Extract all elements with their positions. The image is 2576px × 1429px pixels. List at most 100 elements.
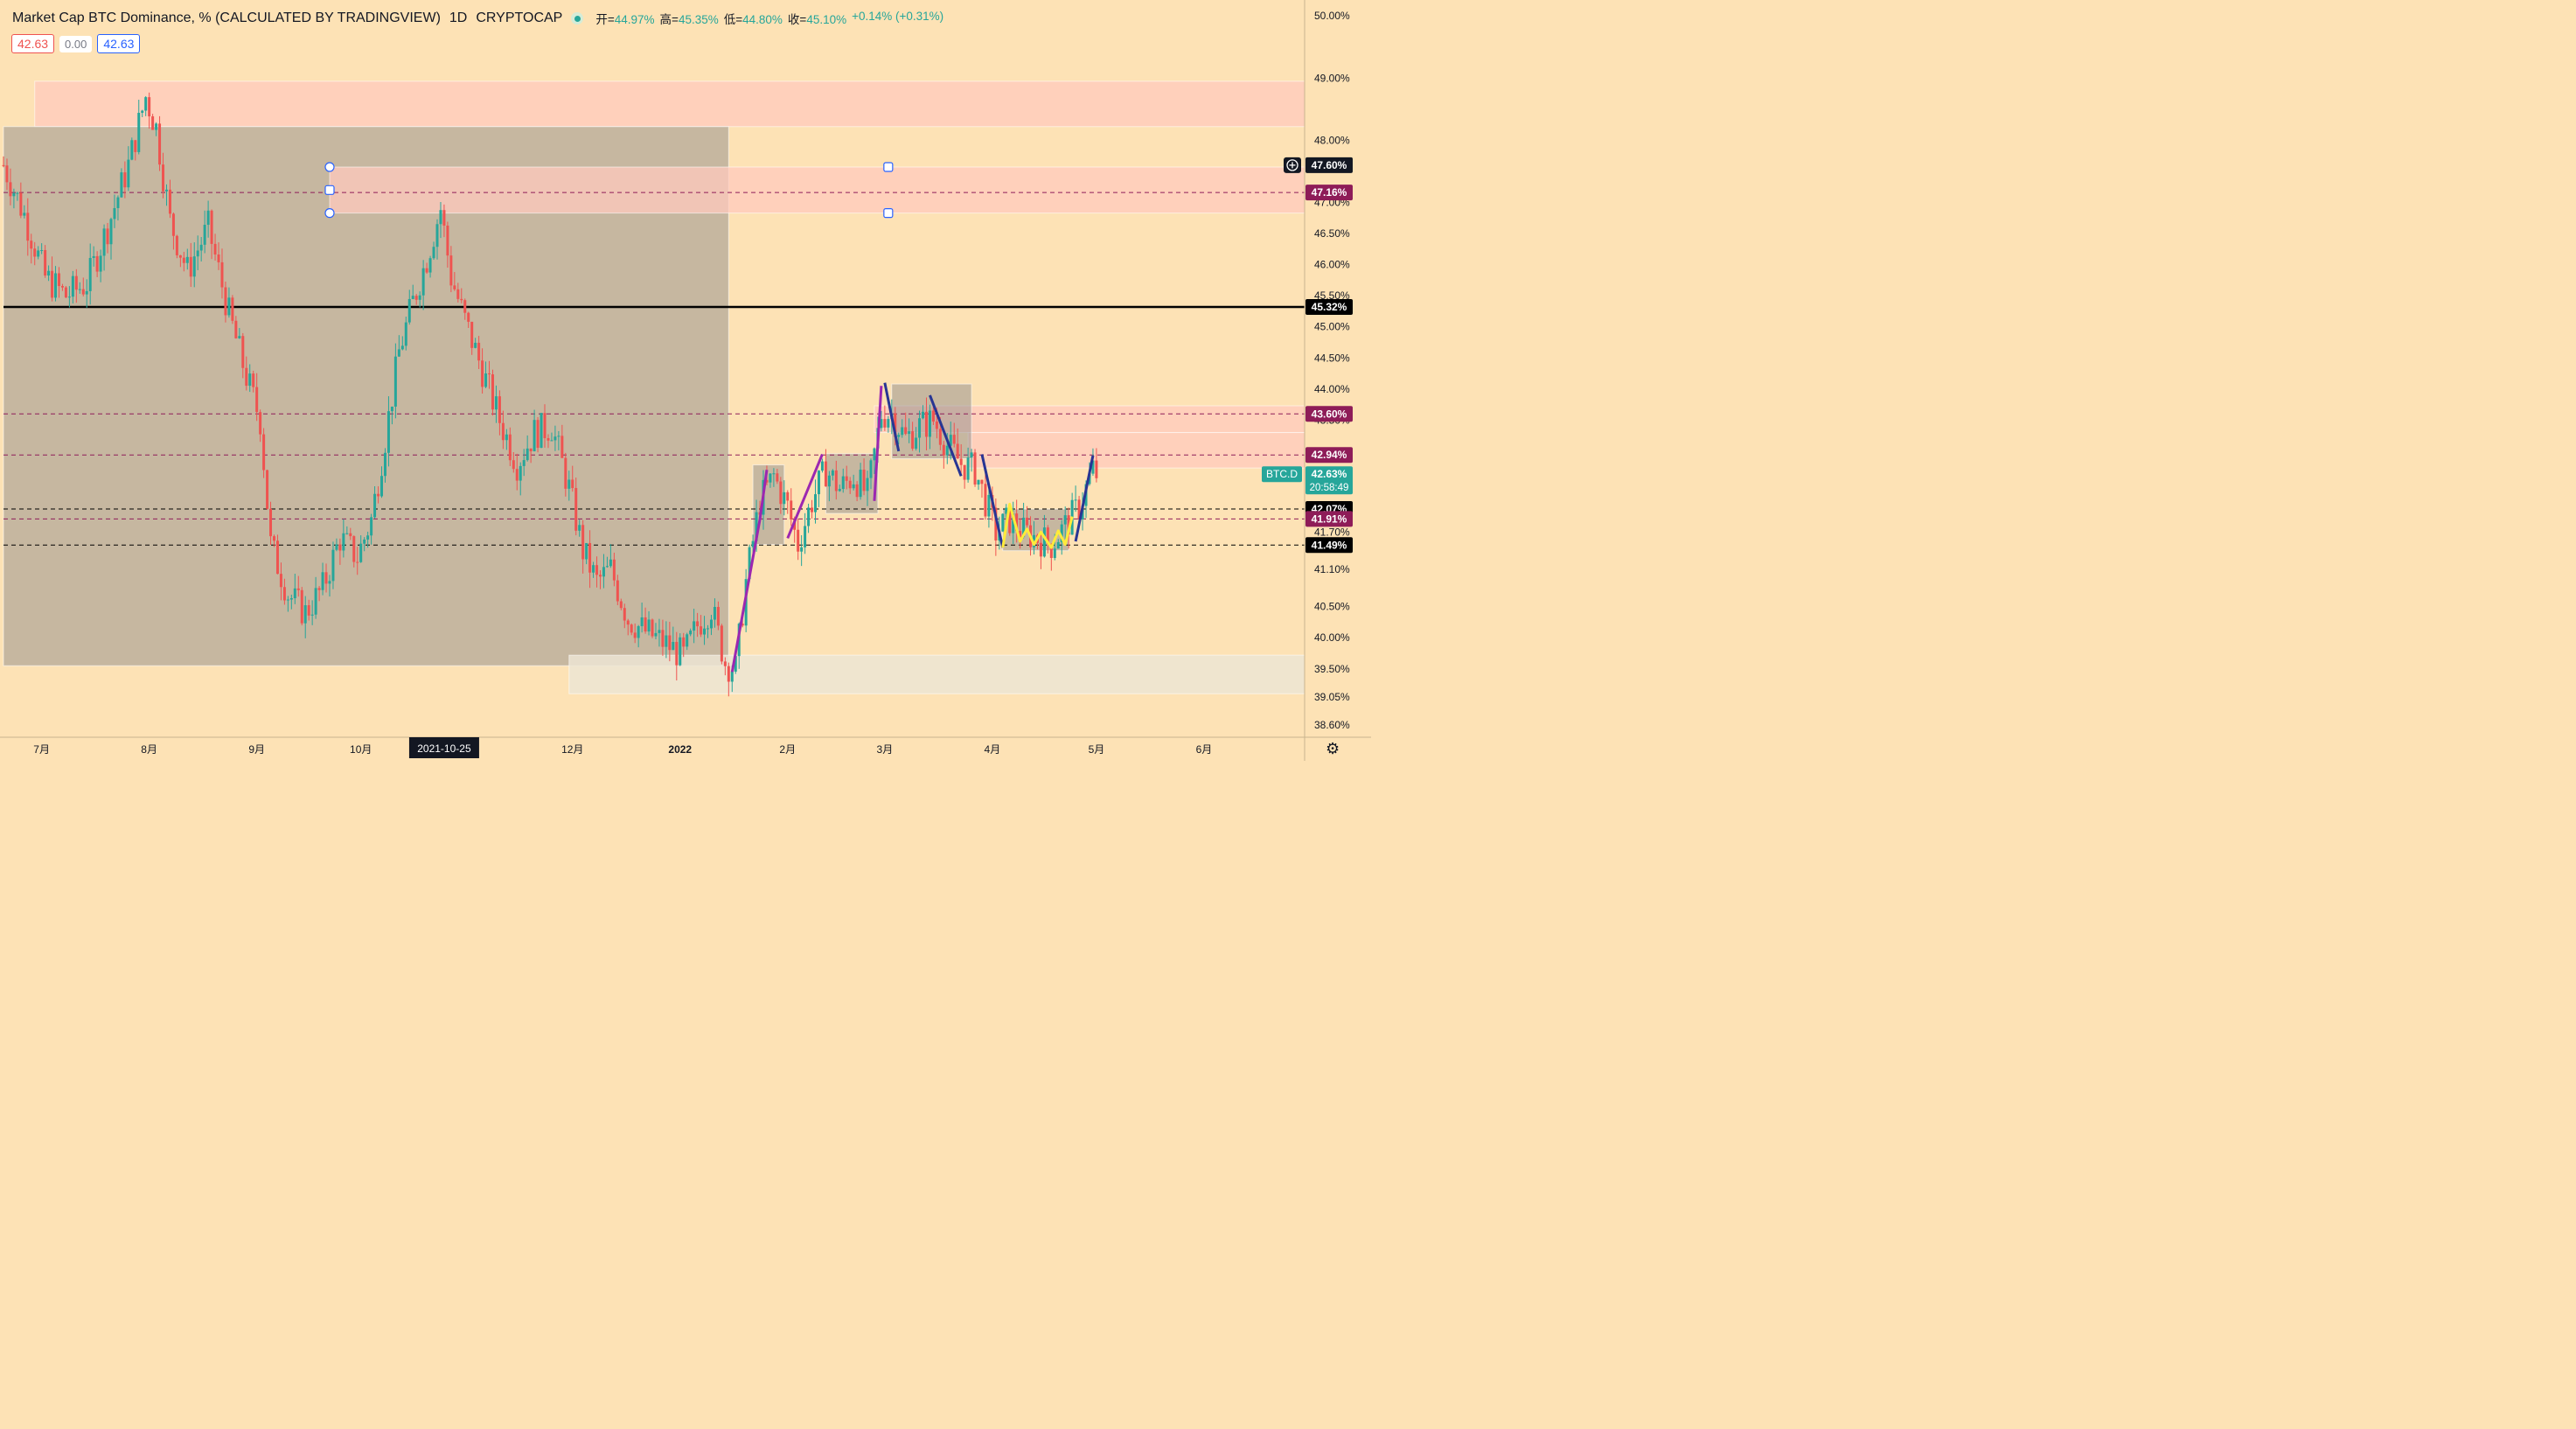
candle-body-2021-07-08 — [64, 287, 67, 298]
candle-body-2022-02-13 — [827, 475, 831, 487]
candle-body-2022-04-22 — [1063, 515, 1067, 525]
drawn-paths-layer — [730, 382, 1095, 673]
candle-body-2022-01-06 — [696, 621, 700, 627]
candle-body-2022-03-15 — [931, 410, 935, 422]
candle-body-2021-07-06 — [57, 273, 60, 287]
candle-body-2021-06-27 — [26, 213, 30, 241]
chart-stage[interactable]: 50.00% 49.00% 48.00% 47.00% 46.50% 46.00% 45.5… — [0, 0, 1371, 761]
candle-body-2021-11-29 — [564, 457, 567, 489]
candle-body-2021-10-09 — [386, 411, 390, 453]
candle-body-2022-03-07 — [904, 427, 908, 435]
candle-body-2021-08-08 — [171, 213, 175, 236]
candle-body-2022-02-28 — [880, 419, 883, 429]
candle-body-2022-03-08 — [908, 431, 911, 435]
candle-body-2022-02-04 — [797, 529, 800, 552]
candle-body-2021-09-25 — [338, 544, 342, 551]
candle-body-2022-03-28 — [977, 479, 980, 485]
candle-body-2021-10-06 — [377, 493, 380, 497]
price-label-43.6: 43.60% — [1312, 408, 1347, 420]
candle-body-2021-07-05 — [54, 273, 58, 298]
candle-body-2021-09-09 — [282, 587, 286, 601]
candle-body-2022-01-12 — [716, 606, 720, 626]
candle-body-2022-05-01 — [1095, 460, 1098, 478]
price-tick-45.00%: 45.00% — [1314, 321, 1350, 333]
candle-body-2021-08-10 — [178, 254, 182, 258]
zone-brown-8 — [891, 383, 972, 459]
candle-body-2022-03-16 — [935, 421, 938, 429]
candle-body-2021-11-28 — [560, 436, 564, 458]
symbol-title[interactable]: Market Cap BTC Dominance, % (CALCULATED … — [12, 10, 441, 25]
price-chart[interactable]: 50.00%49.00%48.00%47.00%46.50%46.00%45.5… — [0, 0, 1371, 761]
candle-body-2022-04-02 — [994, 507, 998, 541]
candle-body-2022-02-12 — [824, 461, 827, 487]
candle-body-2021-08-31 — [252, 373, 255, 387]
candle-body-2022-02-21 — [855, 484, 859, 498]
candle-body-2021-12-21 — [640, 617, 644, 627]
candle-body-2021-11-22 — [540, 413, 543, 449]
candle-body-2021-09-26 — [342, 533, 345, 551]
candle-body-2021-08-30 — [248, 373, 252, 387]
candle-body-2021-08-09 — [175, 235, 178, 255]
candle-body-2022-04-26 — [1077, 499, 1081, 519]
candle-body-2022-02-01 — [786, 491, 790, 501]
crosshair-date-label: 2021-10-25 — [417, 742, 471, 755]
candle-body-2022-02-23 — [862, 470, 866, 491]
candle-body-2022-03-24 — [963, 464, 966, 480]
candle-body-2022-04-21 — [1060, 524, 1063, 542]
price-label-box-47.16 — [1305, 185, 1353, 201]
price-label-47.6: 47.60% — [1312, 159, 1347, 171]
candle-body-2021-07-30 — [141, 110, 144, 114]
candle-body-2021-09-20 — [321, 572, 324, 590]
candle-body-2021-07-26 — [127, 159, 130, 188]
candle-body-2021-10-14 — [404, 322, 407, 346]
candle-body-2021-07-09 — [67, 296, 71, 298]
candle-body-2022-03-17 — [938, 429, 942, 445]
candle-body-2022-02-16 — [838, 489, 841, 491]
exchange-label: CRYPTOCAP — [476, 10, 563, 25]
candle-body-2021-09-13 — [296, 588, 300, 590]
anchor-handles-layer[interactable] — [324, 162, 894, 219]
candle-body-2021-08-14 — [192, 256, 196, 277]
candle-body-2021-08-27 — [238, 336, 241, 338]
candle-body-2022-01-10 — [709, 619, 713, 629]
candle-body-2021-10-10 — [390, 406, 393, 412]
candle-body-2021-09-08 — [279, 574, 282, 588]
candle-body-2022-02-20 — [852, 484, 855, 489]
candle-body-2021-08-23 — [224, 287, 227, 316]
candle-body-2021-11-15 — [515, 469, 519, 481]
candle-body-2022-03-30 — [984, 484, 987, 517]
candle-body-2022-03-22 — [956, 443, 959, 459]
anchor-handle-0 — [324, 162, 335, 172]
candle-body-2022-01-11 — [713, 606, 716, 620]
candle-body-2021-10-25 — [442, 210, 446, 226]
interval-label[interactable]: 1D — [449, 10, 468, 25]
candle-body-2022-02-09 — [814, 494, 818, 512]
candle-body-2021-09-17 — [310, 614, 314, 616]
candle-body-2022-04-19 — [1053, 548, 1056, 559]
settings-gear-icon[interactable]: ⚙ — [1326, 740, 1340, 757]
ohlc-values: 开=44.97% 高=45.35% 低=44.80% 收=45.10% +0.1… — [595, 10, 943, 27]
sell-price-box[interactable]: 42.63 — [11, 34, 55, 53]
price-tick-49.00%: 49.00% — [1314, 72, 1350, 84]
candle-body-2022-02-25 — [869, 460, 873, 478]
add-alert-plus-icon — [1286, 159, 1298, 171]
crosshair-date-box — [408, 737, 479, 758]
candle-body-2021-07-22 — [113, 207, 116, 220]
candle-body-2021-08-21 — [217, 254, 220, 262]
candle-body-2021-12-23 — [647, 619, 651, 632]
candle-body-2021-12-28 — [665, 635, 668, 647]
candle-body-2022-03-04 — [894, 413, 897, 437]
price-tick-48.00%: 48.00% — [1314, 134, 1350, 146]
candle-body-2022-01-08 — [703, 628, 707, 635]
candle-body-2022-03-31 — [987, 494, 991, 517]
low-label: 低= — [723, 13, 743, 26]
candle-body-2021-07-24 — [120, 172, 123, 198]
candle-body-2022-04-18 — [1049, 544, 1053, 559]
candle-body-2022-01-07 — [700, 626, 703, 635]
candle-body-2021-08-15 — [196, 250, 199, 257]
candle-body-2021-12-27 — [661, 630, 665, 647]
candle-body-2021-12-31 — [675, 641, 679, 666]
buy-price-box[interactable]: 42.63 — [97, 34, 141, 53]
candle-body-2021-11-04 — [477, 342, 481, 361]
candle-body-2022-01-15 — [727, 666, 730, 682]
